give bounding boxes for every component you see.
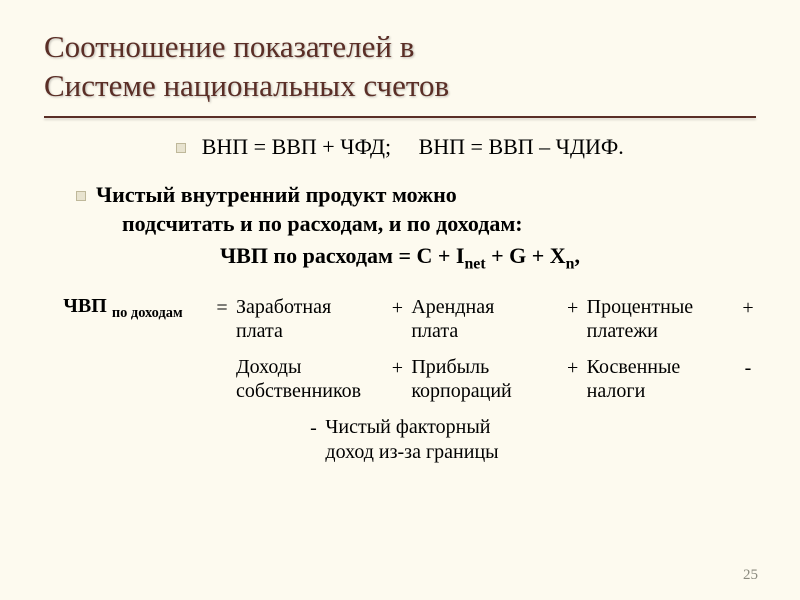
top-formulas: ВНП = ВВП + ЧФД; ВНП = ВВП – ЧДИФ. — [44, 134, 756, 160]
formula-gnp-2: ВНП = ВВП – ЧДИФ. — [419, 134, 624, 159]
plus-sign: + — [734, 295, 762, 320]
intro-line-2: подсчитать и по расходам, и по доходам: — [122, 211, 523, 236]
income-row-1: ЧВП по доходам = Заработнаяплата + Аренд… — [38, 295, 762, 343]
income-row-2: Доходысобственников + Прибылькорпораций … — [38, 355, 762, 403]
bullet-icon — [176, 143, 186, 153]
term-net-factor-income: Чистый факторныйдоход из-за границы — [325, 415, 498, 465]
title-line-2: Системе национальных счетов — [44, 68, 449, 103]
income-lhs-sub: по доходам — [112, 305, 183, 321]
bullet-icon — [76, 191, 86, 201]
term-wages: Заработнаяплата — [236, 295, 383, 343]
subscript-net: net — [464, 255, 485, 272]
term-interest: Процентныеплатежи — [587, 295, 734, 343]
income-row-3: - Чистый факторныйдоход из-за границы — [38, 415, 762, 465]
plus-sign: + — [383, 295, 411, 320]
income-lhs: ЧВП по доходам — [38, 295, 208, 322]
plus-sign: + — [559, 295, 587, 320]
plus-sign: + — [383, 355, 411, 380]
expenditure-formula-mid: + G + X — [486, 243, 566, 268]
intro-block: Чистый внутренний продукт можно подсчита… — [44, 180, 756, 274]
income-formula-block: ЧВП по доходам = Заработнаяплата + Аренд… — [38, 295, 762, 465]
title-underline — [44, 116, 756, 118]
term-rent: Аренднаяплата — [411, 295, 558, 343]
title-line-1: Соотношение показателей в — [44, 29, 414, 64]
formula-gnp-1: ВНП = ВВП + ЧФД; — [202, 134, 391, 159]
minus-sign: - — [301, 415, 325, 465]
equals-sign: = — [208, 295, 236, 320]
minus-sign: - — [734, 355, 762, 380]
page-number: 25 — [743, 567, 758, 584]
slide-title: Соотношение показателей в Системе национ… — [44, 28, 756, 106]
expenditure-formula: ЧВП по расходам = C + Inet + G + Xn, — [44, 243, 756, 273]
term-corporate-profit: Прибылькорпораций — [411, 355, 558, 403]
term-proprietor-income: Доходысобственников — [236, 355, 383, 403]
expenditure-formula-tail: , — [574, 243, 580, 268]
income-lhs-label: ЧВП — [63, 295, 112, 317]
intro-line-1: Чистый внутренний продукт можно — [96, 182, 457, 207]
term-indirect-taxes: Косвенныеналоги — [587, 355, 734, 403]
plus-sign: + — [559, 355, 587, 380]
expenditure-formula-head: ЧВП по расходам = C + I — [220, 243, 464, 268]
